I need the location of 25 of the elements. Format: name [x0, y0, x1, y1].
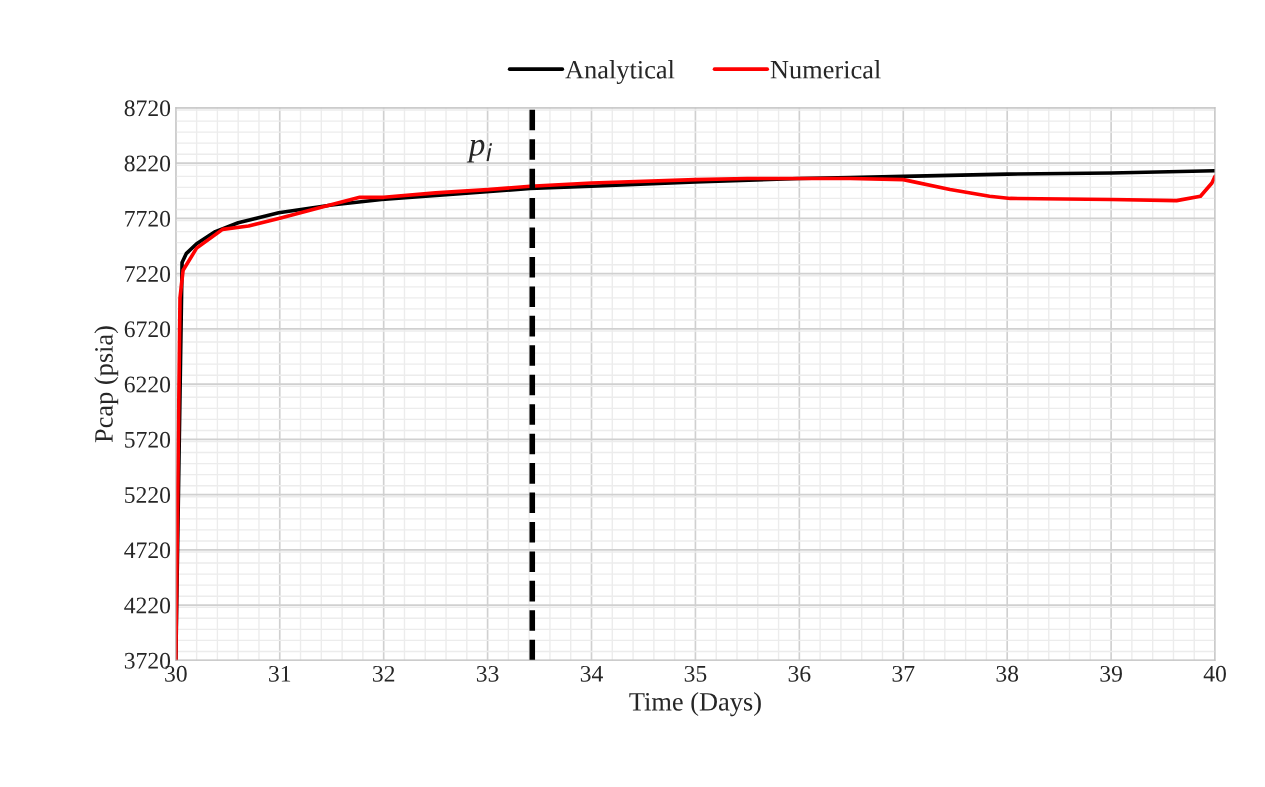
y-tick-label: 5720: [125, 431, 171, 448]
y-tick-label: 4720: [124, 542, 171, 559]
x-tick-label: 31: [269, 665, 291, 682]
y-tick-label: 6220: [124, 376, 171, 393]
y-tick-label: 7220: [125, 266, 171, 282]
legend-label: Analytical: [565, 60, 675, 85]
x-tick-label: 36: [788, 665, 811, 682]
x-tick-label: 34: [580, 665, 603, 682]
x-tick-label: 35: [684, 665, 707, 682]
y-tick-label: 8220: [124, 155, 171, 172]
x-tick-label: 40: [1203, 665, 1226, 682]
x-tick-label: 39: [1100, 665, 1122, 682]
legend-label: Numerical: [770, 60, 881, 79]
x-axis-title: Time (Days): [629, 692, 761, 717]
y-axis-title: Pcap (psia): [94, 326, 119, 443]
y-tick-label: 8720: [124, 100, 171, 117]
x-tick-label: 37: [892, 665, 915, 682]
y-tick-label: 6720: [124, 321, 171, 338]
x-tick-label: 38: [996, 665, 1019, 682]
x-tick-label: 32: [373, 665, 395, 682]
y-tick-label: 4220: [124, 597, 171, 614]
y-tick-label: 7720: [125, 210, 171, 227]
ref-line-label: p$_{i}$: [466, 139, 493, 163]
y-tick-label: 5220: [125, 487, 171, 503]
x-tick-label: 33: [476, 665, 499, 682]
